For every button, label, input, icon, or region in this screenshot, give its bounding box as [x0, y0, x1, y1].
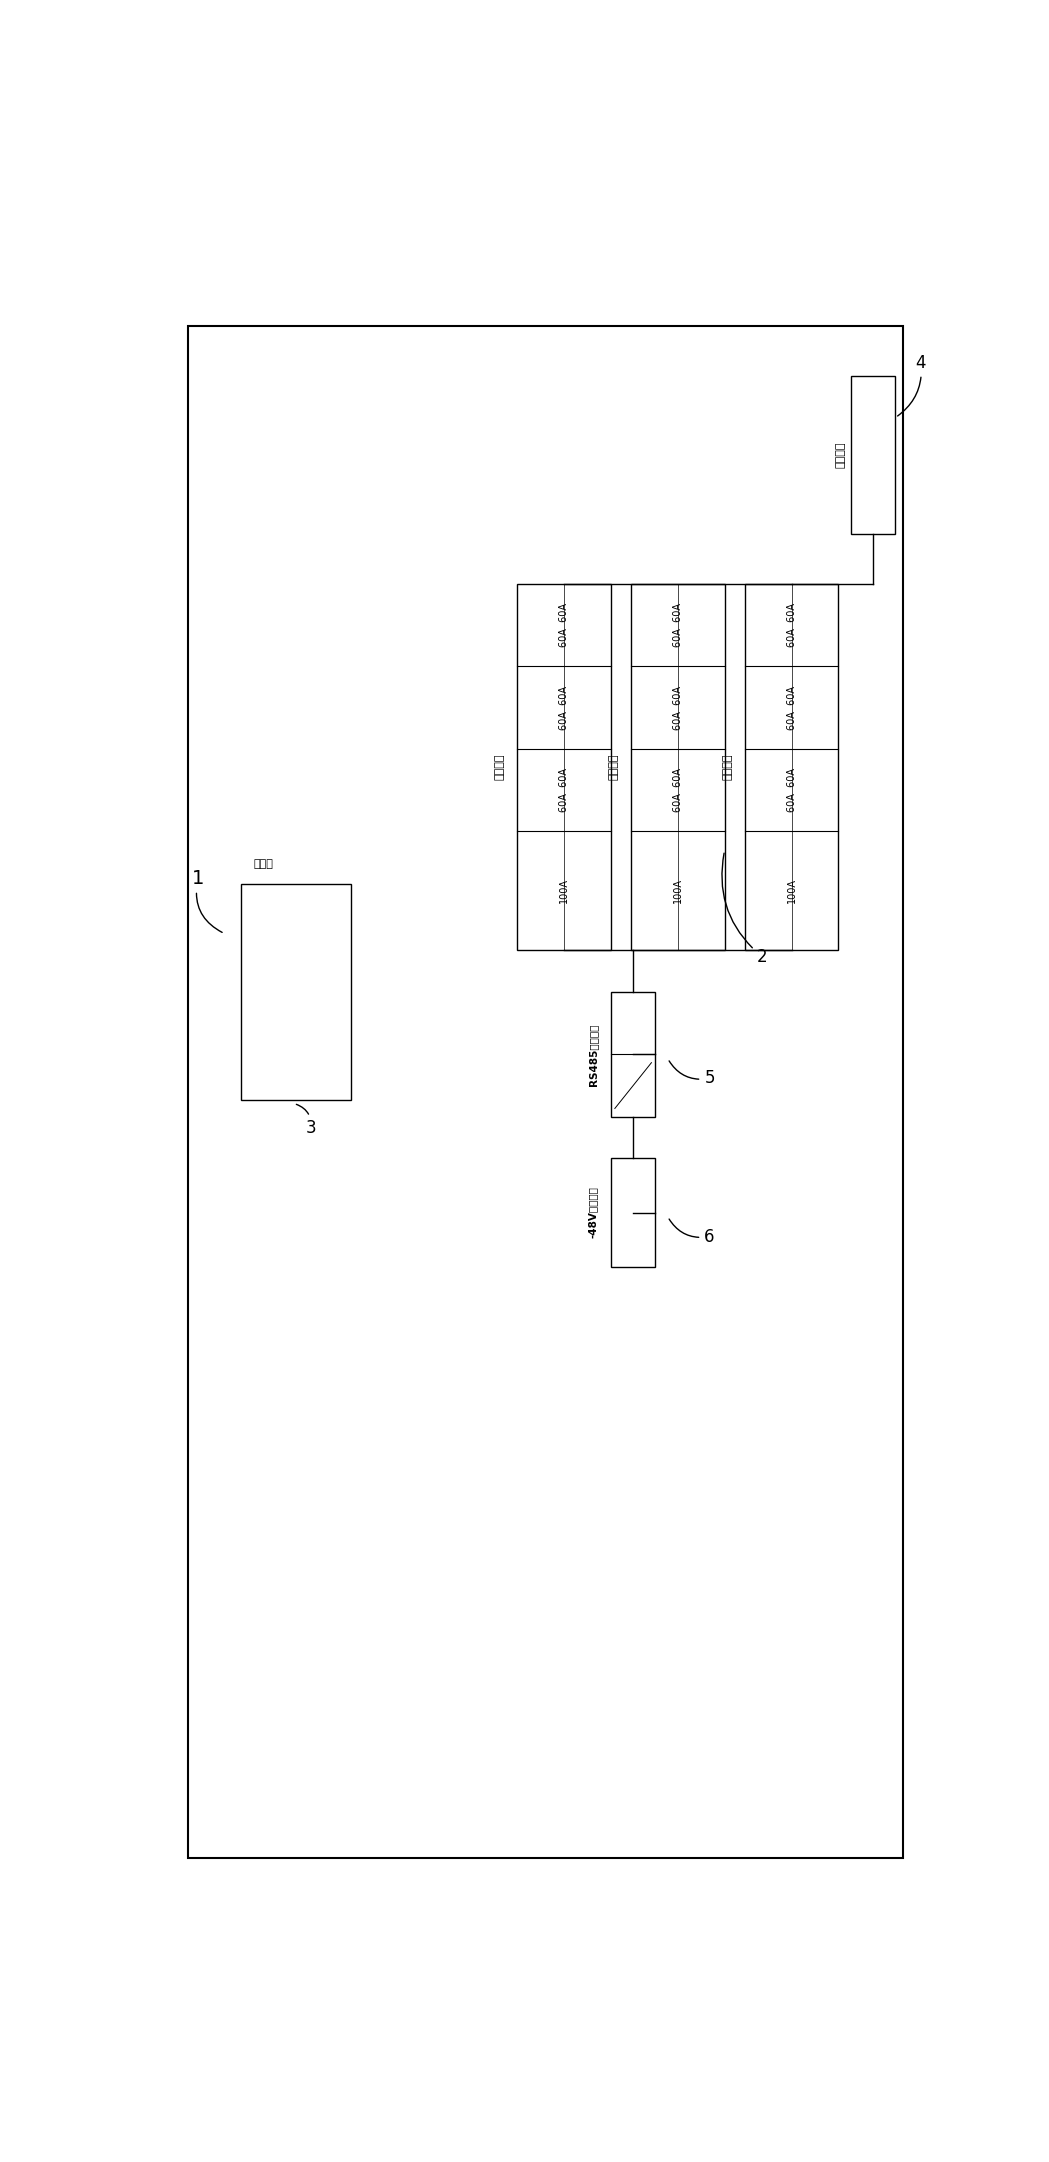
Text: 5: 5	[669, 1062, 714, 1087]
FancyBboxPatch shape	[611, 992, 656, 1118]
Text: 2: 2	[722, 854, 768, 966]
FancyBboxPatch shape	[517, 584, 611, 951]
Text: 60A  60A: 60A 60A	[787, 685, 796, 729]
Text: 1: 1	[192, 869, 222, 932]
Text: 60A  60A: 60A 60A	[787, 768, 796, 813]
Text: 60A  60A: 60A 60A	[559, 685, 569, 729]
FancyBboxPatch shape	[241, 884, 350, 1100]
FancyBboxPatch shape	[851, 376, 896, 534]
Text: RS485通讯接口: RS485通讯接口	[587, 1023, 598, 1085]
FancyBboxPatch shape	[631, 584, 725, 951]
Text: 联通负载: 联通负载	[722, 755, 732, 780]
Text: 有源接口: 有源接口	[836, 441, 845, 469]
Text: 电信负载: 电信负载	[608, 755, 618, 780]
Text: 显示器: 显示器	[253, 858, 273, 869]
Text: 60A  60A: 60A 60A	[559, 768, 569, 813]
Text: 60A  60A: 60A 60A	[559, 603, 569, 646]
FancyBboxPatch shape	[188, 326, 903, 1857]
Text: 移动负载: 移动负载	[494, 755, 505, 780]
Text: 60A  60A: 60A 60A	[787, 603, 796, 646]
Text: 100A: 100A	[559, 878, 569, 904]
Text: 100A: 100A	[672, 878, 683, 904]
Text: 4: 4	[898, 355, 926, 415]
Text: 100A: 100A	[787, 878, 796, 904]
Text: 3: 3	[297, 1105, 317, 1137]
Text: -48V直流输入: -48V直流输入	[587, 1187, 598, 1239]
Text: 60A  60A: 60A 60A	[672, 603, 683, 646]
Text: 60A  60A: 60A 60A	[672, 768, 683, 813]
Text: 60A  60A: 60A 60A	[672, 685, 683, 729]
Text: 6: 6	[669, 1219, 714, 1245]
FancyBboxPatch shape	[611, 1159, 656, 1267]
FancyBboxPatch shape	[745, 584, 838, 951]
